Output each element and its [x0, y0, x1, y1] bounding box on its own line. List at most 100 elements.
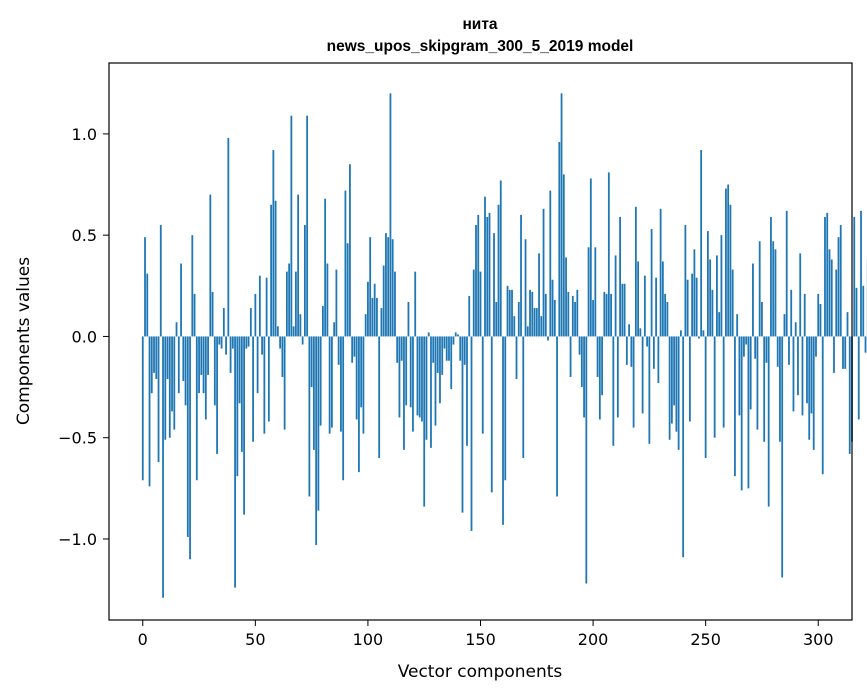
bar	[193, 293, 196, 337]
bar	[150, 336, 153, 394]
bar	[225, 336, 227, 355]
bar	[146, 273, 149, 337]
bar	[857, 336, 860, 420]
bar	[520, 214, 522, 337]
bar	[738, 336, 741, 416]
bar	[173, 336, 176, 430]
y-tick-label: 0.0	[72, 327, 97, 346]
bar	[637, 261, 640, 337]
bar	[333, 322, 336, 337]
bar	[682, 336, 685, 558]
bar	[711, 289, 714, 337]
bar	[288, 263, 291, 337]
bar	[216, 336, 218, 454]
bar	[632, 336, 635, 428]
y-axis-ticks: −1.0 −0.5 0.0 0.5 1.0	[58, 125, 109, 549]
bar	[707, 231, 709, 337]
bar	[540, 316, 543, 337]
bar	[716, 255, 718, 337]
bar	[490, 336, 493, 493]
x-tick-label: 100	[353, 630, 384, 649]
bar	[371, 297, 374, 337]
bar	[159, 225, 162, 337]
bar	[499, 180, 502, 337]
bar	[729, 204, 732, 337]
bar	[508, 289, 511, 337]
bar	[752, 263, 754, 337]
x-tick-label: 300	[803, 630, 834, 649]
bar	[736, 314, 739, 337]
bar	[337, 336, 340, 365]
bar	[522, 336, 525, 458]
bar	[301, 336, 304, 345]
bar	[754, 336, 757, 359]
bar	[164, 336, 167, 440]
bar	[565, 257, 567, 337]
bar	[231, 336, 234, 349]
bar	[267, 336, 270, 422]
bar	[524, 239, 527, 337]
bar	[389, 93, 392, 337]
bar	[679, 330, 682, 337]
bar	[270, 204, 273, 337]
bar	[765, 336, 768, 363]
bar	[312, 336, 315, 450]
bar	[511, 289, 513, 337]
bar	[585, 336, 588, 584]
bar	[369, 237, 372, 337]
bar	[303, 225, 306, 337]
bar	[684, 225, 687, 337]
bar	[373, 283, 376, 337]
bar	[740, 336, 743, 491]
bar	[549, 190, 552, 337]
bar	[763, 336, 766, 442]
bar	[569, 336, 572, 377]
bar	[799, 253, 802, 337]
bar	[601, 336, 603, 396]
bar	[862, 285, 865, 337]
bar	[459, 336, 462, 361]
bar	[358, 336, 360, 473]
x-tick-label: 0	[138, 630, 148, 649]
bar	[421, 336, 423, 422]
bar	[306, 115, 309, 337]
bar	[574, 302, 576, 337]
bar	[578, 336, 581, 355]
bar	[526, 326, 529, 337]
bar	[848, 336, 851, 454]
bar	[587, 247, 590, 337]
bar	[846, 312, 849, 337]
bar	[497, 204, 500, 337]
bar	[853, 216, 856, 337]
bar	[195, 336, 198, 481]
bar	[340, 336, 342, 432]
bar	[709, 259, 712, 337]
bar	[734, 336, 736, 477]
bar	[378, 336, 381, 458]
bar	[448, 336, 450, 361]
bar	[331, 336, 333, 428]
bar	[643, 275, 646, 337]
bar	[387, 237, 390, 337]
bar	[236, 336, 239, 477]
bar	[547, 336, 549, 341]
bar	[761, 302, 763, 337]
bar	[153, 336, 155, 373]
bar	[452, 336, 455, 345]
bar	[245, 336, 248, 349]
bar	[279, 336, 282, 349]
bar	[319, 336, 322, 426]
bar	[349, 164, 351, 337]
bar	[506, 285, 509, 337]
bar	[240, 336, 243, 452]
y-tick-label: −0.5	[58, 429, 97, 448]
bar	[790, 289, 793, 337]
bar	[486, 216, 489, 337]
bar	[592, 299, 594, 337]
bar	[596, 336, 599, 377]
bar	[864, 336, 867, 353]
bar	[168, 336, 171, 438]
bar	[141, 336, 144, 481]
bar	[405, 336, 408, 406]
